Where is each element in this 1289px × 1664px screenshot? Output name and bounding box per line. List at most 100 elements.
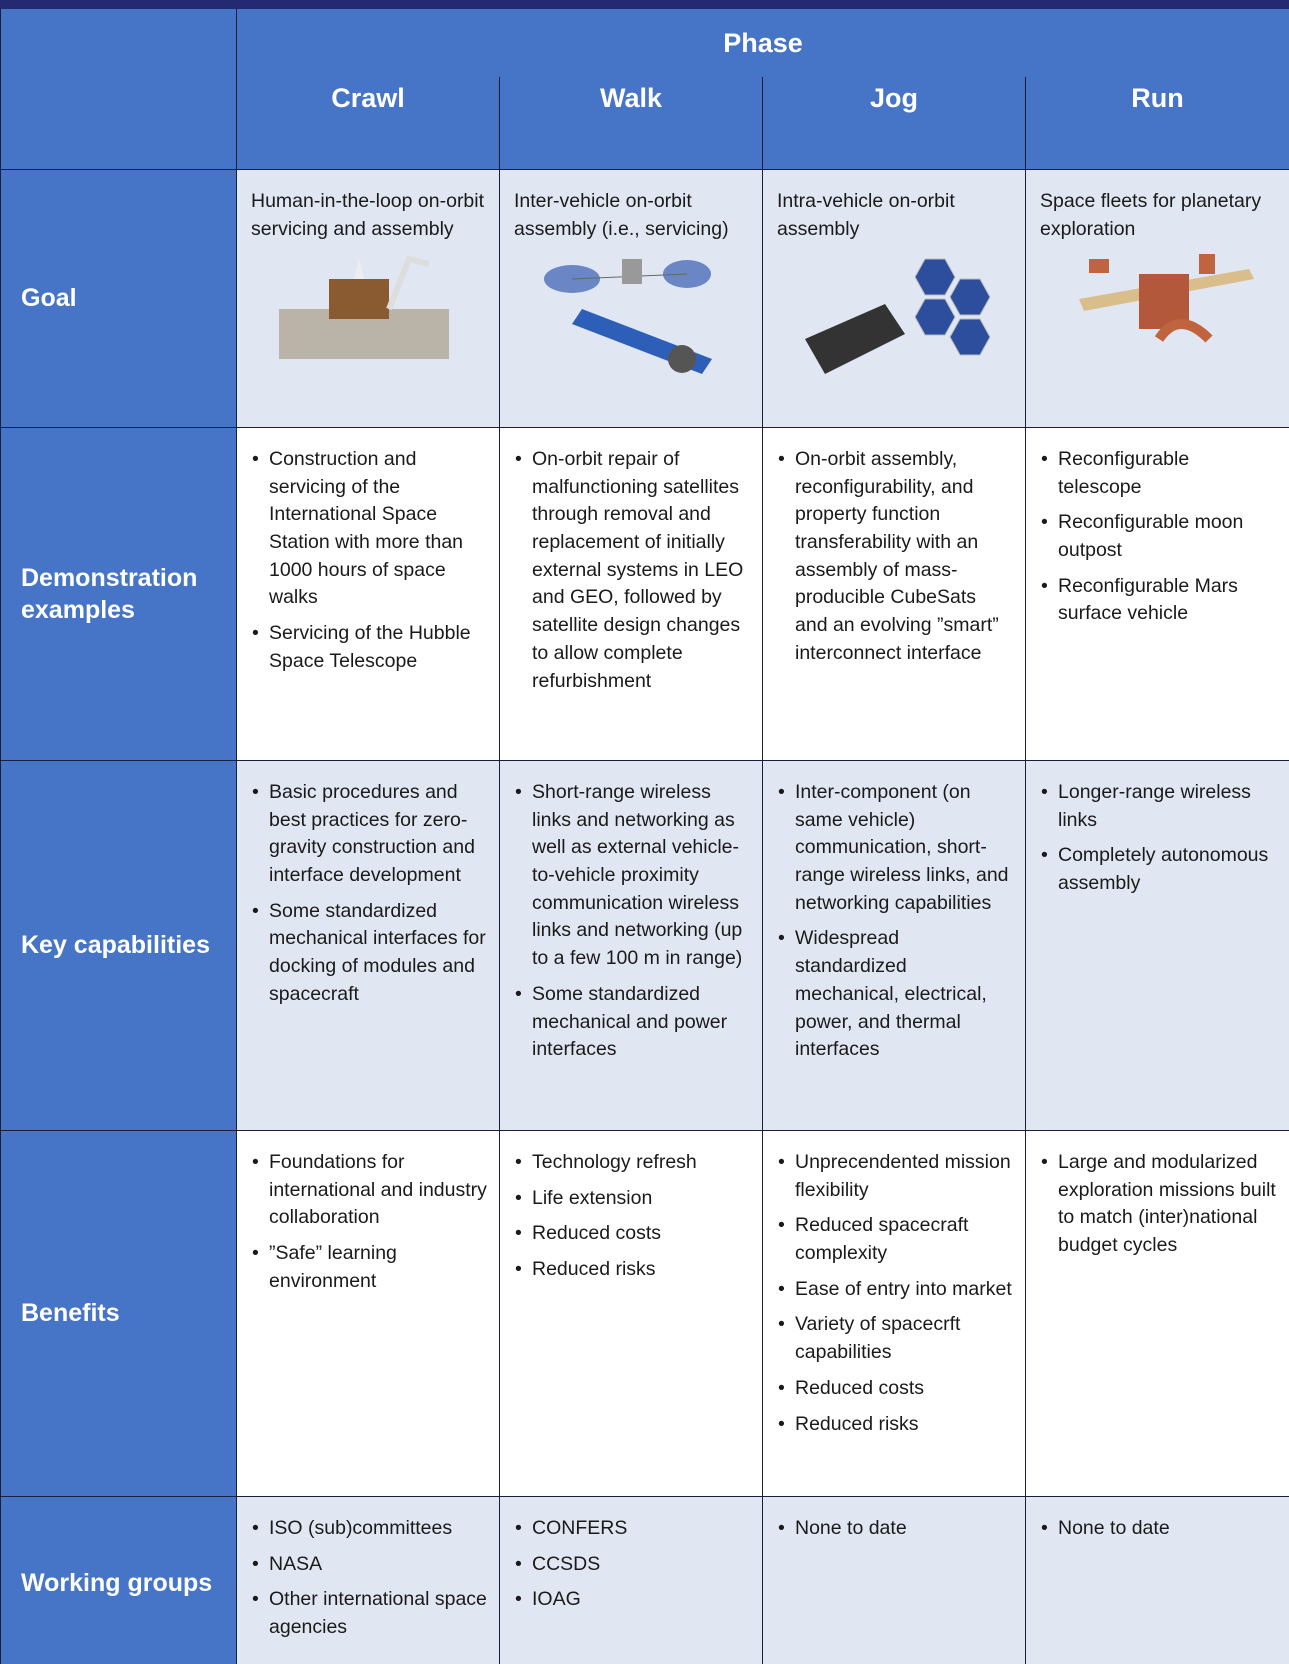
cell: Unprecendented mission flexibility Reduce… [762, 1130, 1026, 1497]
bullet-item: On-orbit repair of malfunctioning satell… [515, 446, 750, 695]
cell: Construction and servicing of the Intern… [236, 427, 500, 761]
bullet-item: Longer-range wireless links [1041, 779, 1277, 834]
bullet-list: Inter-component (on same vehicle) commun… [777, 779, 1013, 1064]
bullet-item: Widespread standardized mechanical, elec… [778, 925, 1013, 1063]
bullet-list: Construction and servicing of the Intern… [251, 446, 487, 676]
cell: CONFERS CCSDS IOAG [499, 1496, 763, 1664]
bullet-item: ”Safe” learning environment [252, 1240, 487, 1295]
table-row: Working groups ISO (sub)committees NASA Oth… [0, 1496, 1289, 1664]
cell: On-orbit assembly, reconfigurability, an… [762, 427, 1026, 761]
cell: Human-in-the-loop on-orbit servicing and… [236, 169, 500, 428]
bullet-item: Inter-component (on same vehicle) commun… [778, 779, 1013, 917]
cell: Space fleets for planetary exploration [1025, 169, 1289, 428]
table-row: BenefitsFoundations for international an… [0, 1130, 1289, 1497]
bullet-item: CCSDS [515, 1551, 750, 1579]
goal-text: Human-in-the-loop on-orbit servicing and… [251, 190, 485, 240]
goal-text: Inter-vehicle on-orbit assembly (i.e., s… [514, 190, 729, 240]
bullet-item: Reduced risks [778, 1411, 1013, 1439]
bullet-item: Large and modularized exploration missio… [1041, 1149, 1277, 1260]
bullet-list: Reconfigurable telescope Reconfigurable m… [1040, 446, 1277, 628]
goal-text: Intra-vehicle on-orbit assembly [777, 190, 955, 240]
cell: Intra-vehicle on-orbit assembly [762, 169, 1026, 428]
goal-illustration [544, 259, 712, 375]
table-row: Key capabilitiesBasic procedures and bes… [0, 760, 1289, 1131]
bullet-list: None to date [777, 1515, 1013, 1543]
bullet-item: Reconfigurable telescope [1041, 446, 1277, 501]
goal-text: Space fleets for planetary exploration [1040, 190, 1262, 240]
bullet-list: ISO (sub)committees NASA Other internation… [251, 1515, 487, 1642]
bullet-item: Some standardized mechanical and power i… [515, 981, 750, 1064]
bullet-item: Ease of entry into market [778, 1276, 1013, 1304]
bullet-list: Large and modularized exploration missio… [1040, 1149, 1277, 1260]
goal-illustration [279, 255, 449, 360]
bullet-item: Life extension [515, 1185, 750, 1213]
table-row: Demonstration examplesConstruction and s… [0, 427, 1289, 761]
bullet-item: Unprecendented mission flexibility [778, 1149, 1013, 1204]
bullet-list: On-orbit repair of malfunctioning satell… [514, 446, 750, 695]
bullet-list: Technology refresh Life extension Reduced … [514, 1149, 750, 1284]
bullet-list: None to date [1040, 1515, 1277, 1543]
bullet-list: Basic procedures and best practices for … [251, 779, 487, 1009]
bullet-item: Reconfigurable Mars surface vehicle [1041, 573, 1277, 628]
cell: Inter-component (on same vehicle) commun… [762, 760, 1026, 1131]
bullet-item: Construction and servicing of the Intern… [252, 446, 487, 612]
column-header: Crawl [236, 77, 500, 170]
bullet-list: Unprecendented mission flexibility Reduce… [777, 1149, 1013, 1438]
bullet-item: CONFERS [515, 1515, 750, 1543]
table: Phase Crawl Walk Jog Run Goal Human-in-the-loo… [0, 9, 1289, 1664]
column-header: Walk [499, 77, 763, 170]
bullet-list: Longer-range wireless links Completely au… [1040, 779, 1277, 898]
cell: Longer-range wireless links Completely au… [1025, 760, 1289, 1131]
bullet-item: Completely autonomous assembly [1041, 842, 1277, 897]
cell: Technology refresh Life extension Reduced … [499, 1130, 763, 1497]
bullet-item: On-orbit assembly, reconfigurability, an… [778, 446, 1013, 668]
bullet-item: Reduced costs [778, 1375, 1013, 1403]
bullet-item: NASA [252, 1551, 487, 1579]
table-row: Goal Human-in-the-loop on-orbit servicing… [0, 169, 1289, 428]
row-label: Working groups [0, 1496, 237, 1664]
bullet-item: Variety of spacecrft capabilities [778, 1311, 1013, 1366]
bullet-item: IOAG [515, 1586, 750, 1614]
bullet-item: Reconfigurable moon outpost [1041, 509, 1277, 564]
bullet-list: Short-range wireless links and networkin… [514, 779, 750, 1064]
bullet-item: Servicing of the Hubble Space Telescope [252, 620, 487, 675]
cell: Foundations for international and indust… [236, 1130, 500, 1497]
bullet-item: Foundations for international and indust… [252, 1149, 487, 1232]
header-row: Phase [0, 9, 1289, 170]
header-row: Crawl Walk Jog Run [1, 77, 1289, 170]
bullet-item: Reduced risks [515, 1256, 750, 1284]
table-body: Phase Crawl Walk Jog Run Goal Human-in-the-loo… [0, 9, 1289, 1664]
cell: Basic procedures and best practices for … [236, 760, 500, 1131]
bullet-item: Short-range wireless links and networkin… [515, 779, 750, 973]
cell: Large and modularized exploration missio… [1025, 1130, 1289, 1497]
cell: None to date [762, 1496, 1026, 1664]
phase-header: Phase [236, 9, 1289, 77]
row-label: Key capabilities [0, 760, 237, 1131]
row-label: Benefits [0, 1130, 237, 1497]
bullet-item: None to date [1041, 1515, 1277, 1543]
bullet-item: Some standardized mechanical interfaces … [252, 898, 487, 1009]
bullet-item: None to date [778, 1515, 1013, 1543]
cell: Reconfigurable telescope Reconfigurable m… [1025, 427, 1289, 761]
bullet-item: Reduced spacecraft complexity [778, 1212, 1013, 1267]
row-label: Goal [0, 169, 237, 428]
row-label: Demonstration examples [0, 427, 237, 761]
bullet-list: CONFERS CCSDS IOAG [514, 1515, 750, 1614]
bullet-item: Reduced costs [515, 1220, 750, 1248]
corner [0, 9, 237, 170]
goal-illustration [805, 258, 991, 375]
cell: None to date [1025, 1496, 1289, 1664]
goal-illustration [1078, 254, 1254, 344]
bullet-list: On-orbit assembly, reconfigurability, an… [777, 446, 1013, 668]
column-header: Run [1025, 77, 1289, 170]
cell: On-orbit repair of malfunctioning satell… [499, 427, 763, 761]
cell: Inter-vehicle on-orbit assembly (i.e., s… [499, 169, 763, 428]
bullet-list: Foundations for international and indust… [251, 1149, 487, 1295]
column-header: Jog [762, 77, 1026, 170]
cell: Short-range wireless links and networkin… [499, 760, 763, 1131]
cell: ISO (sub)committees NASA Other internation… [236, 1496, 500, 1664]
bullet-item: Technology refresh [515, 1149, 750, 1177]
bullet-item: Basic procedures and best practices for … [252, 779, 487, 890]
bullet-item: ISO (sub)committees [252, 1515, 487, 1543]
